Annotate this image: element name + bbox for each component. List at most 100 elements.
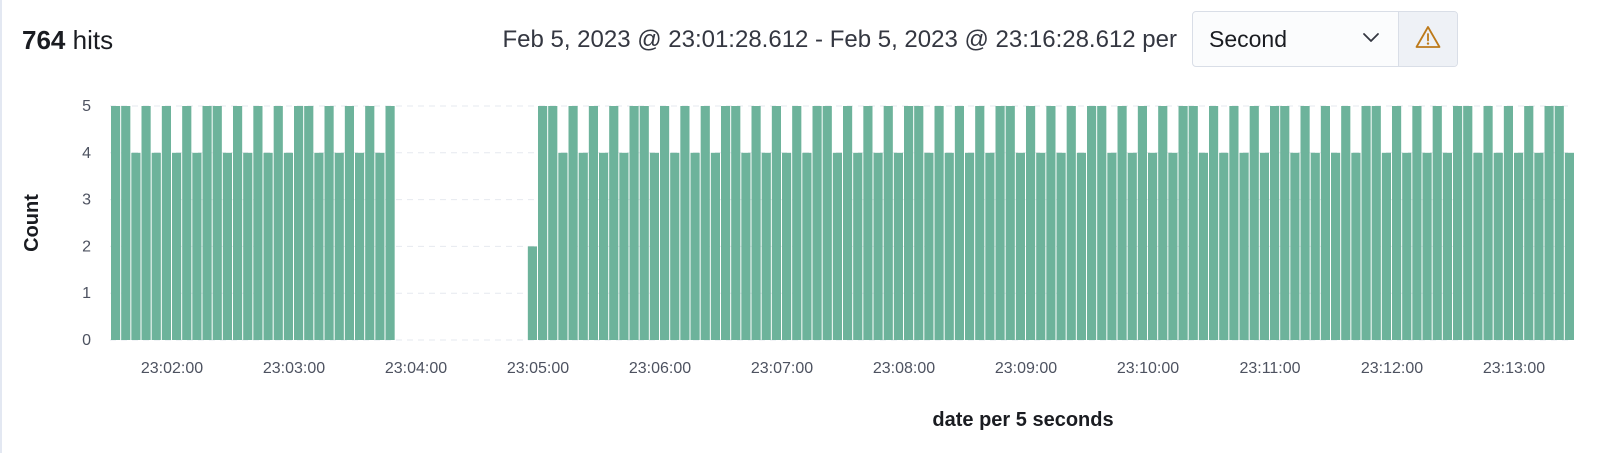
histogram-bar[interactable]: [121, 106, 131, 340]
histogram-bar[interactable]: [568, 106, 578, 340]
histogram-bar[interactable]: [1351, 152, 1361, 340]
histogram-bar[interactable]: [985, 152, 995, 340]
histogram-bar[interactable]: [924, 152, 934, 340]
histogram-bar[interactable]: [863, 106, 873, 340]
histogram-bar[interactable]: [151, 152, 161, 340]
histogram-bar[interactable]: [1503, 106, 1513, 340]
histogram-bar[interactable]: [1422, 152, 1432, 340]
histogram-bar[interactable]: [1015, 152, 1025, 340]
histogram-bar[interactable]: [1381, 152, 1391, 340]
histogram-bar[interactable]: [141, 106, 151, 340]
histogram-bar[interactable]: [1412, 106, 1422, 340]
histogram-bar[interactable]: [243, 152, 253, 340]
histogram-bar[interactable]: [324, 106, 334, 340]
histogram-bar[interactable]: [1361, 106, 1371, 340]
histogram-bar[interactable]: [1076, 152, 1086, 340]
histogram-bar[interactable]: [202, 106, 212, 340]
histogram-bar[interactable]: [1432, 106, 1442, 340]
histogram-bar[interactable]: [1320, 106, 1330, 340]
histogram-bar[interactable]: [670, 152, 680, 340]
histogram-bar[interactable]: [578, 152, 588, 340]
histogram-bar[interactable]: [883, 106, 893, 340]
histogram-bar[interactable]: [680, 106, 690, 340]
histogram-bar[interactable]: [283, 152, 293, 340]
histogram-bar[interactable]: [1178, 106, 1188, 340]
histogram-bar[interactable]: [944, 152, 954, 340]
histogram-bar[interactable]: [619, 152, 629, 340]
histogram-bar[interactable]: [1331, 152, 1341, 340]
histogram-bar[interactable]: [1463, 106, 1473, 340]
histogram-bar[interactable]: [1341, 106, 1351, 340]
histogram-bar[interactable]: [1483, 106, 1493, 340]
histogram-bar[interactable]: [375, 152, 385, 340]
histogram-bar[interactable]: [995, 106, 1005, 340]
histogram-bar[interactable]: [538, 106, 548, 340]
histogram-bar[interactable]: [1107, 152, 1117, 340]
histogram-bar[interactable]: [588, 106, 598, 340]
histogram-bar[interactable]: [782, 152, 792, 340]
histogram-bar[interactable]: [1046, 106, 1056, 340]
histogram-bar[interactable]: [1219, 152, 1229, 340]
histogram-bar[interactable]: [1371, 106, 1381, 340]
histogram-bar[interactable]: [904, 106, 914, 340]
histogram-bar[interactable]: [385, 106, 395, 340]
histogram-bar[interactable]: [548, 106, 558, 340]
histogram-bar[interactable]: [1249, 106, 1259, 340]
histogram-bar[interactable]: [161, 106, 171, 340]
histogram-bar[interactable]: [1005, 106, 1015, 340]
histogram-bar[interactable]: [1514, 152, 1524, 340]
histogram-bar[interactable]: [873, 152, 883, 340]
histogram-bar[interactable]: [172, 152, 182, 340]
histogram-bar[interactable]: [294, 106, 304, 340]
histogram-bar[interactable]: [1188, 106, 1198, 340]
histogram-bar[interactable]: [1209, 106, 1219, 340]
histogram-bar[interactable]: [1310, 152, 1320, 340]
histogram-bar[interactable]: [253, 106, 263, 340]
histogram-bar[interactable]: [975, 106, 985, 340]
histogram-bar[interactable]: [609, 106, 619, 340]
histogram-bar[interactable]: [731, 106, 741, 340]
histogram-bar[interactable]: [853, 152, 863, 340]
histogram-bar[interactable]: [365, 106, 375, 340]
histogram-bar[interactable]: [1290, 152, 1300, 340]
histogram-bar[interactable]: [639, 106, 649, 340]
histogram-bar[interactable]: [1056, 152, 1066, 340]
histogram-bar[interactable]: [710, 152, 720, 340]
histogram-bar[interactable]: [1442, 152, 1452, 340]
histogram-bar[interactable]: [1168, 152, 1178, 340]
histogram-bar[interactable]: [629, 106, 639, 340]
histogram-bar[interactable]: [131, 152, 141, 340]
histogram-bar[interactable]: [1473, 152, 1483, 340]
histogram-bar[interactable]: [222, 152, 232, 340]
histogram-bar[interactable]: [1239, 152, 1249, 340]
histogram-bar[interactable]: [111, 106, 121, 340]
histogram-bar[interactable]: [843, 106, 853, 340]
histogram-bar[interactable]: [934, 106, 944, 340]
histogram-bar[interactable]: [771, 106, 781, 340]
histogram-bar[interactable]: [700, 106, 710, 340]
histogram-bar[interactable]: [792, 106, 802, 340]
histogram-bar[interactable]: [832, 152, 842, 340]
histogram-bar[interactable]: [690, 152, 700, 340]
histogram-bar[interactable]: [1259, 152, 1269, 340]
histogram-bar[interactable]: [812, 106, 822, 340]
histogram-bar[interactable]: [1097, 106, 1107, 340]
histogram-bar[interactable]: [1300, 106, 1310, 340]
histogram-bar[interactable]: [1127, 152, 1137, 340]
interval-warning-button[interactable]: [1398, 12, 1457, 66]
histogram-bar[interactable]: [558, 152, 568, 340]
histogram-bar[interactable]: [741, 152, 751, 340]
interval-select[interactable]: Second: [1193, 12, 1398, 66]
histogram-bar[interactable]: [1137, 106, 1147, 340]
histogram-bar[interactable]: [1087, 106, 1097, 340]
histogram-bar[interactable]: [649, 152, 659, 340]
histogram-bar[interactable]: [822, 106, 832, 340]
histogram-bar[interactable]: [1544, 106, 1554, 340]
histogram-bar[interactable]: [314, 152, 324, 340]
histogram-bar[interactable]: [1453, 106, 1463, 340]
histogram-bar[interactable]: [893, 152, 903, 340]
histogram-bar[interactable]: [751, 106, 761, 340]
histogram-bar[interactable]: [527, 246, 537, 340]
histogram-bar[interactable]: [192, 152, 202, 340]
histogram-bar[interactable]: [344, 106, 354, 340]
